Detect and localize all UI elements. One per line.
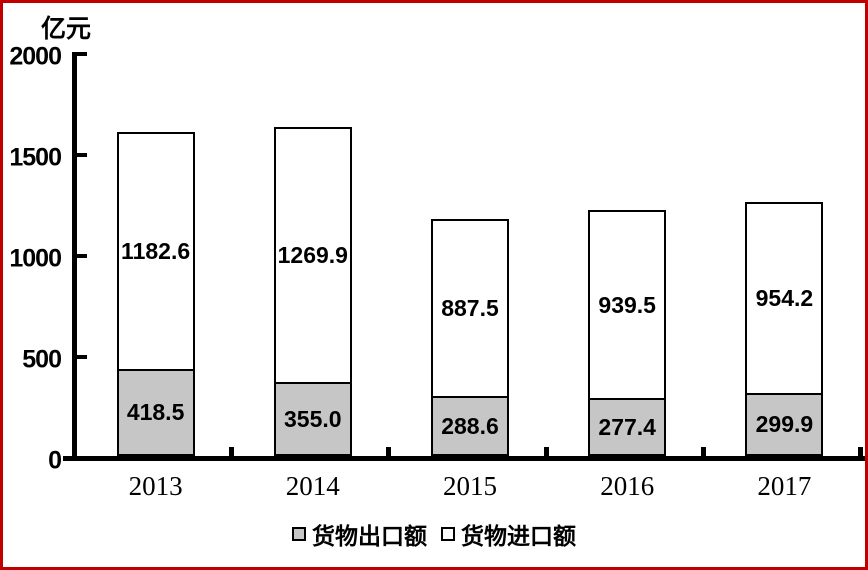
stacked-bar-2015: 887.5 288.6 <box>431 219 509 456</box>
x-axis-tick <box>386 447 391 456</box>
legend-label-import: 货物进口额 <box>461 524 576 549</box>
bar-value-label: 939.5 <box>598 291 656 318</box>
y-axis-unit-label: 亿元 <box>41 16 92 43</box>
y-tick-label: 1500 <box>9 143 62 172</box>
bar-segment-import-2015: 887.5 <box>431 219 509 398</box>
y-axis-tick <box>77 254 87 258</box>
x-axis-tick <box>544 447 549 456</box>
y-tick-label: 0 <box>48 446 62 475</box>
stacked-bar-2013: 1182.6 418.5 <box>116 132 195 456</box>
stacked-bar-2017: 954.2 299.9 <box>745 202 824 456</box>
plot-area: 1182.6 418.5 1269.9 355.0 887.5 288.6 939.5 277… <box>77 52 863 456</box>
export-swatch-icon <box>292 527 306 541</box>
bar-segment-export-2016: 277.4 <box>588 400 667 456</box>
category-slot-2013: 1182.6 418.5 <box>77 52 234 456</box>
y-tick-label: 1000 <box>9 244 62 273</box>
bar-segment-import-2014: 1269.9 <box>273 127 352 384</box>
y-tick-label: 500 <box>22 345 62 374</box>
bar-value-label: 299.9 <box>755 411 814 437</box>
x-axis-tick <box>701 447 706 456</box>
y-axis-tick <box>77 355 87 359</box>
x-category-label-2016: 2016 <box>600 471 655 501</box>
category-slot-2015: 887.5 288.6 <box>391 52 548 456</box>
legend-item-export: 货物出口额 <box>292 517 427 551</box>
x-axis-line <box>63 456 865 461</box>
bar-segment-import-2016: 939.5 <box>588 210 667 400</box>
bar-segment-export-2015: 288.6 <box>431 398 509 456</box>
bar-value-label: 355.0 <box>284 405 342 432</box>
bar-segment-export-2014: 355.0 <box>273 384 352 456</box>
bar-value-label: 887.5 <box>441 295 499 321</box>
legend: 货物出口额 货物进口额 <box>3 517 865 551</box>
category-slot-2014: 1269.9 355.0 <box>234 52 391 456</box>
bar-value-label: 277.4 <box>598 413 656 440</box>
x-category-label-2017: 2017 <box>757 471 812 501</box>
plot-region: 1182.6 418.5 1269.9 355.0 887.5 288.6 939.5 277… <box>63 52 865 466</box>
category-slot-2016: 939.5 277.4 <box>549 52 706 456</box>
y-axis-tick <box>77 52 87 56</box>
x-category-label-2013: 2013 <box>128 471 183 501</box>
bar-value-label: 288.6 <box>441 412 499 439</box>
bar-segment-import-2013: 1182.6 <box>116 132 195 371</box>
stacked-bar-2016: 939.5 277.4 <box>588 210 667 456</box>
bar-segment-export-2017: 299.9 <box>745 395 824 456</box>
bar-segment-export-2013: 418.5 <box>116 371 195 456</box>
bar-value-label: 418.5 <box>126 399 185 425</box>
stacked-bar-2014: 1269.9 355.0 <box>273 127 352 456</box>
y-axis-tick <box>77 153 87 157</box>
x-axis-tick <box>858 447 863 456</box>
y-axis-tick-labels: 0 500 1000 1500 2000 <box>3 43 62 475</box>
y-axis-line <box>72 52 77 461</box>
x-axis-category-labels: 2013 2014 2015 2016 2017 <box>77 471 863 503</box>
bar-segment-import-2017: 954.2 <box>745 202 824 395</box>
bar-value-label: 954.2 <box>755 285 814 311</box>
bar-value-label: 1269.9 <box>277 242 348 268</box>
x-axis-tick <box>229 447 234 456</box>
x-category-label-2014: 2014 <box>285 471 340 501</box>
y-tick-label: 2000 <box>9 42 62 71</box>
bar-value-label: 1182.6 <box>121 238 191 264</box>
legend-item-import: 货物进口额 <box>441 517 576 551</box>
import-swatch-icon <box>441 527 455 541</box>
category-slot-2017: 954.2 299.9 <box>706 52 863 456</box>
x-category-label-2015: 2015 <box>443 471 497 501</box>
legend-label-export: 货物出口额 <box>312 524 427 549</box>
